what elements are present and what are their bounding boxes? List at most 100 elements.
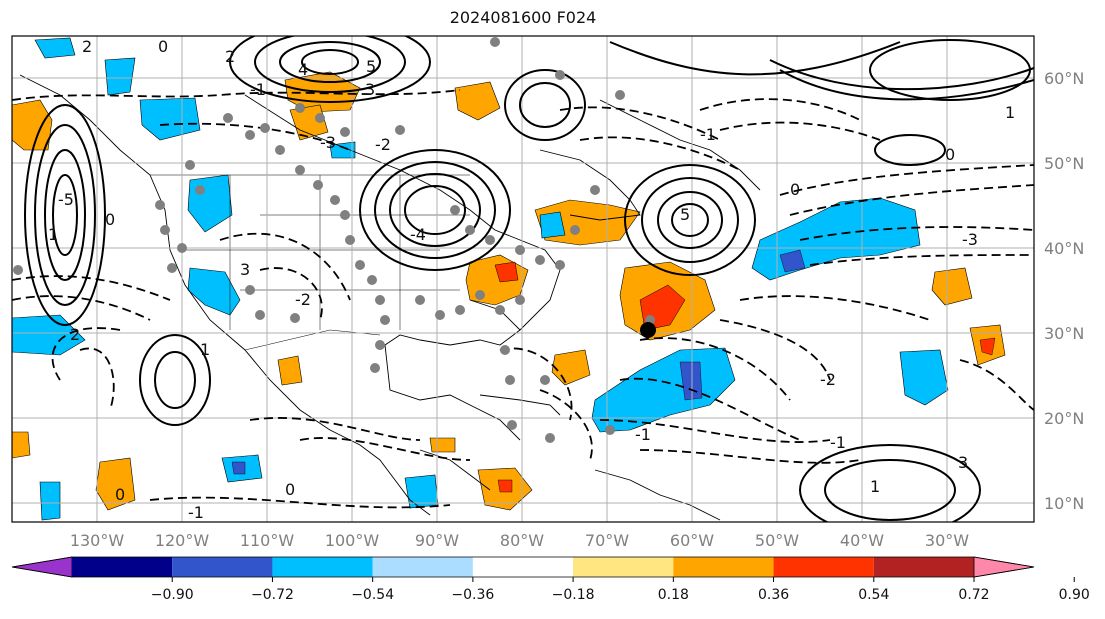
map-title: 2024081600 F024 (449, 8, 597, 27)
colorbar-bin (372, 557, 473, 577)
lat-label: 50°N (1044, 154, 1084, 173)
lat-label: 30°N (1044, 324, 1084, 343)
colorbar-bin (673, 557, 774, 577)
contour-label: -3 (962, 230, 978, 249)
contour-label: 0 (285, 480, 295, 499)
colorbar-tick-label: −0.90 (151, 587, 194, 603)
shade-orange (277, 355, 303, 386)
colorbar-frame (11, 556, 1035, 578)
colorbar-tick-label: 0.36 (758, 587, 789, 603)
colorbar-tick-label: 0.90 (1059, 587, 1090, 603)
colorbar-bin (172, 557, 273, 577)
contour-label: -1 (635, 425, 651, 444)
colorbar-bin (573, 557, 674, 577)
colorbar-tick-label: −0.72 (251, 587, 294, 603)
storm-center-marker (640, 322, 656, 338)
lon-label: 50°W (755, 531, 799, 550)
shade-cyan (34, 37, 76, 59)
contour-label: 0 (115, 485, 125, 504)
shade-cyan (329, 141, 356, 159)
lon-label: 40°W (840, 531, 884, 550)
lat-label: 40°N (1044, 239, 1084, 258)
contour-label: 1 (200, 340, 210, 359)
shade-orange (454, 81, 501, 121)
contour-label: 2 (70, 325, 80, 344)
colorbar-bin (472, 557, 574, 577)
contour-label: 0 (158, 37, 168, 56)
contour-label: -3 (320, 133, 336, 152)
shade-orange (429, 437, 456, 453)
colorbar-tick-label: 0.18 (658, 587, 689, 603)
shade-orange (12, 99, 53, 151)
colorbar-bin (272, 557, 373, 577)
contour-label: 5 (366, 57, 376, 76)
colorbar-bin (72, 557, 173, 577)
contour-label: 1 (1005, 103, 1015, 122)
contour-label: 0 (790, 180, 800, 199)
lon-axis: 130°W 120°W 110°W 100°W 90°W 80°W 70°W 6… (70, 531, 969, 550)
lon-label: 70°W (585, 531, 629, 550)
contour-label: -5 (58, 190, 74, 209)
shade-cyan (139, 97, 201, 141)
lon-label: 60°W (670, 531, 714, 550)
colorbar-tick-label: −0.18 (552, 587, 595, 603)
contour-label: 4 (298, 60, 308, 79)
shade-cyan (39, 481, 61, 521)
contour-labels: 2 0 4 5 -1 3 -3 -2 1 0 -5 2 -4 3 5 0 -1 … (48, 37, 1015, 522)
shade-cyan (104, 57, 136, 96)
lat-label: 20°N (1044, 409, 1084, 428)
colorbar-tick-label: 0.54 (858, 587, 889, 603)
map-frame (11, 35, 1035, 523)
contour-label: 0 (105, 210, 115, 229)
colorbar-bin (873, 557, 974, 577)
contour-label: -1 (250, 80, 266, 99)
lon-label: 120°W (155, 531, 210, 550)
contour-label: 5 (680, 205, 690, 224)
lat-label: 10°N (1044, 494, 1084, 513)
contour-label: 0 (945, 145, 955, 164)
contour-label: -2 (820, 370, 836, 389)
station-dots (13, 37, 655, 443)
contour-label: -2 (295, 290, 311, 309)
colorbar-tick-label: 0.72 (958, 587, 989, 603)
lat-axis: 60°N 50°N 40°N 30°N 20°N 10°N (1044, 69, 1084, 513)
gridlines (12, 36, 1034, 522)
colorbar-tick-label: −0.54 (351, 587, 394, 603)
contour-label: 1 (870, 477, 880, 496)
lon-label: 30°W (925, 531, 969, 550)
lon-label: 130°W (70, 531, 125, 550)
shade-red (979, 337, 996, 356)
shade-cyan (539, 211, 566, 239)
contour-label: -1 (700, 125, 716, 144)
contour-label: 3 (958, 453, 968, 472)
shade-red (497, 479, 513, 493)
contour-label: 1 (48, 225, 58, 244)
colorbar: −0.90 −0.72 −0.54 −0.36 −0.18 0.18 0.36 0.54 0.7… (11, 556, 1090, 603)
contour-label: 2 (225, 47, 235, 66)
contour-label: -1 (188, 503, 204, 522)
shade-blue (231, 461, 246, 475)
colorbar-bin (773, 557, 874, 577)
shade-orange (12, 431, 31, 459)
shaded-fields (12, 37, 1006, 521)
map-panel: 2 0 4 5 -1 3 -3 -2 1 0 -5 2 -4 3 5 0 -1 … (11, 35, 1035, 523)
shade-red (494, 261, 519, 283)
contour-label: 2 (82, 37, 92, 56)
contour-label: -2 (375, 135, 391, 154)
contour-label: 3 (365, 80, 375, 99)
contour-label: -4 (410, 225, 426, 244)
lon-label: 110°W (240, 531, 295, 550)
colorbar-extend-high (973, 556, 1035, 578)
colorbar-extend-low (11, 556, 73, 578)
lon-label: 90°W (415, 531, 459, 550)
solid-contours (24, 36, 1034, 522)
lon-label: 80°W (500, 531, 544, 550)
shade-cyan (899, 349, 949, 406)
colorbar-tick-label: −0.36 (451, 587, 494, 603)
shade-orange (931, 267, 973, 306)
contour-label: -1 (830, 433, 846, 452)
borders (150, 174, 470, 351)
lat-label: 60°N (1044, 69, 1084, 88)
